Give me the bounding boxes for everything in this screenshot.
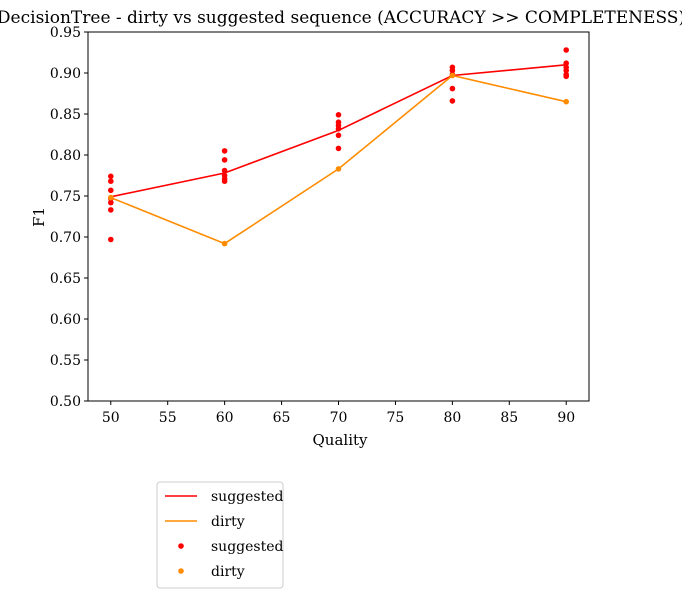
legend-box xyxy=(156,481,284,589)
legend-label: suggested xyxy=(211,539,284,555)
legend: suggested dirty suggested dirty xyxy=(156,481,284,589)
x-tick-label: 65 xyxy=(273,410,291,426)
scatter-point-suggested xyxy=(563,73,569,80)
x-tick-label: 75 xyxy=(387,410,405,426)
axes-frame xyxy=(87,31,590,402)
y-tick-label: 0.60 xyxy=(50,312,81,328)
scatter-point-suggested xyxy=(335,126,342,132)
scatter-point-suggested xyxy=(108,236,114,243)
series-line-dirty xyxy=(110,74,567,245)
scatter-point-suggested xyxy=(221,178,228,184)
y-tick-label: 0.70 xyxy=(50,230,81,246)
x-axis-label: Quality xyxy=(313,431,369,449)
scatter-point-suggested xyxy=(563,47,569,53)
legend-label: dirty xyxy=(211,514,245,530)
y-tick-label: 0.85 xyxy=(50,107,81,123)
y-tick-label: 0.55 xyxy=(50,353,81,369)
scatter-point-dirty xyxy=(449,72,456,79)
chart-title: DecisionTree - dirty vs suggested sequen… xyxy=(0,8,682,28)
scatter-point-suggested xyxy=(108,207,114,213)
scatter-point-suggested xyxy=(108,199,114,206)
y-tick-label: 0.75 xyxy=(50,189,81,205)
scatter-point-suggested xyxy=(335,112,342,118)
x-tick-label: 55 xyxy=(159,410,177,426)
scatter-point-dirty xyxy=(221,240,228,247)
scatter-point-suggested xyxy=(563,60,569,66)
y-axis-ticks: 0.50 0.55 0.60 0.65 0.70 0.75 0.80 0.85 0.90 0.95 xyxy=(50,25,88,410)
y-tick-label: 0.50 xyxy=(50,394,81,410)
y-axis-label: F1 xyxy=(30,207,48,227)
y-tick-label: 0.95 xyxy=(50,25,81,41)
y-tick-label: 0.80 xyxy=(50,148,81,164)
scatter-point-dirty xyxy=(563,98,569,105)
x-tick-label: 85 xyxy=(500,410,518,426)
scatter-point-suggested xyxy=(449,67,456,74)
y-tick-label: 0.65 xyxy=(50,271,81,287)
x-tick-label: 90 xyxy=(557,410,575,426)
scatter-point-suggested xyxy=(221,167,228,174)
y-tick-label: 0.90 xyxy=(50,66,81,82)
scatter-point-suggested xyxy=(221,148,228,154)
legend-marker-swatch xyxy=(178,568,184,574)
x-tick-label: 60 xyxy=(216,410,234,426)
scatter-point-suggested xyxy=(108,173,114,180)
scatter-point-suggested xyxy=(563,67,569,74)
scatter-point-dirty xyxy=(335,166,342,172)
scatter-point-suggested xyxy=(335,132,342,139)
scatter-point-suggested xyxy=(449,98,456,104)
scatter-point-suggested xyxy=(335,145,342,152)
legend-marker-swatch xyxy=(178,543,184,549)
scatter-point-suggested xyxy=(108,187,114,194)
x-tick-label: 70 xyxy=(330,410,348,426)
x-axis-ticks: 50 55 60 65 70 75 80 85 90 xyxy=(102,401,575,426)
plot-area xyxy=(87,31,590,402)
scatter-point-suggested xyxy=(449,85,456,92)
x-tick-label: 80 xyxy=(443,410,461,426)
scatter-point-suggested xyxy=(108,178,114,184)
scatter-point-suggested xyxy=(221,157,228,163)
x-tick-label: 50 xyxy=(102,410,120,426)
legend-label: suggested xyxy=(211,489,284,505)
legend-label: dirty xyxy=(211,564,245,580)
scatter-point-dirty xyxy=(108,194,114,201)
